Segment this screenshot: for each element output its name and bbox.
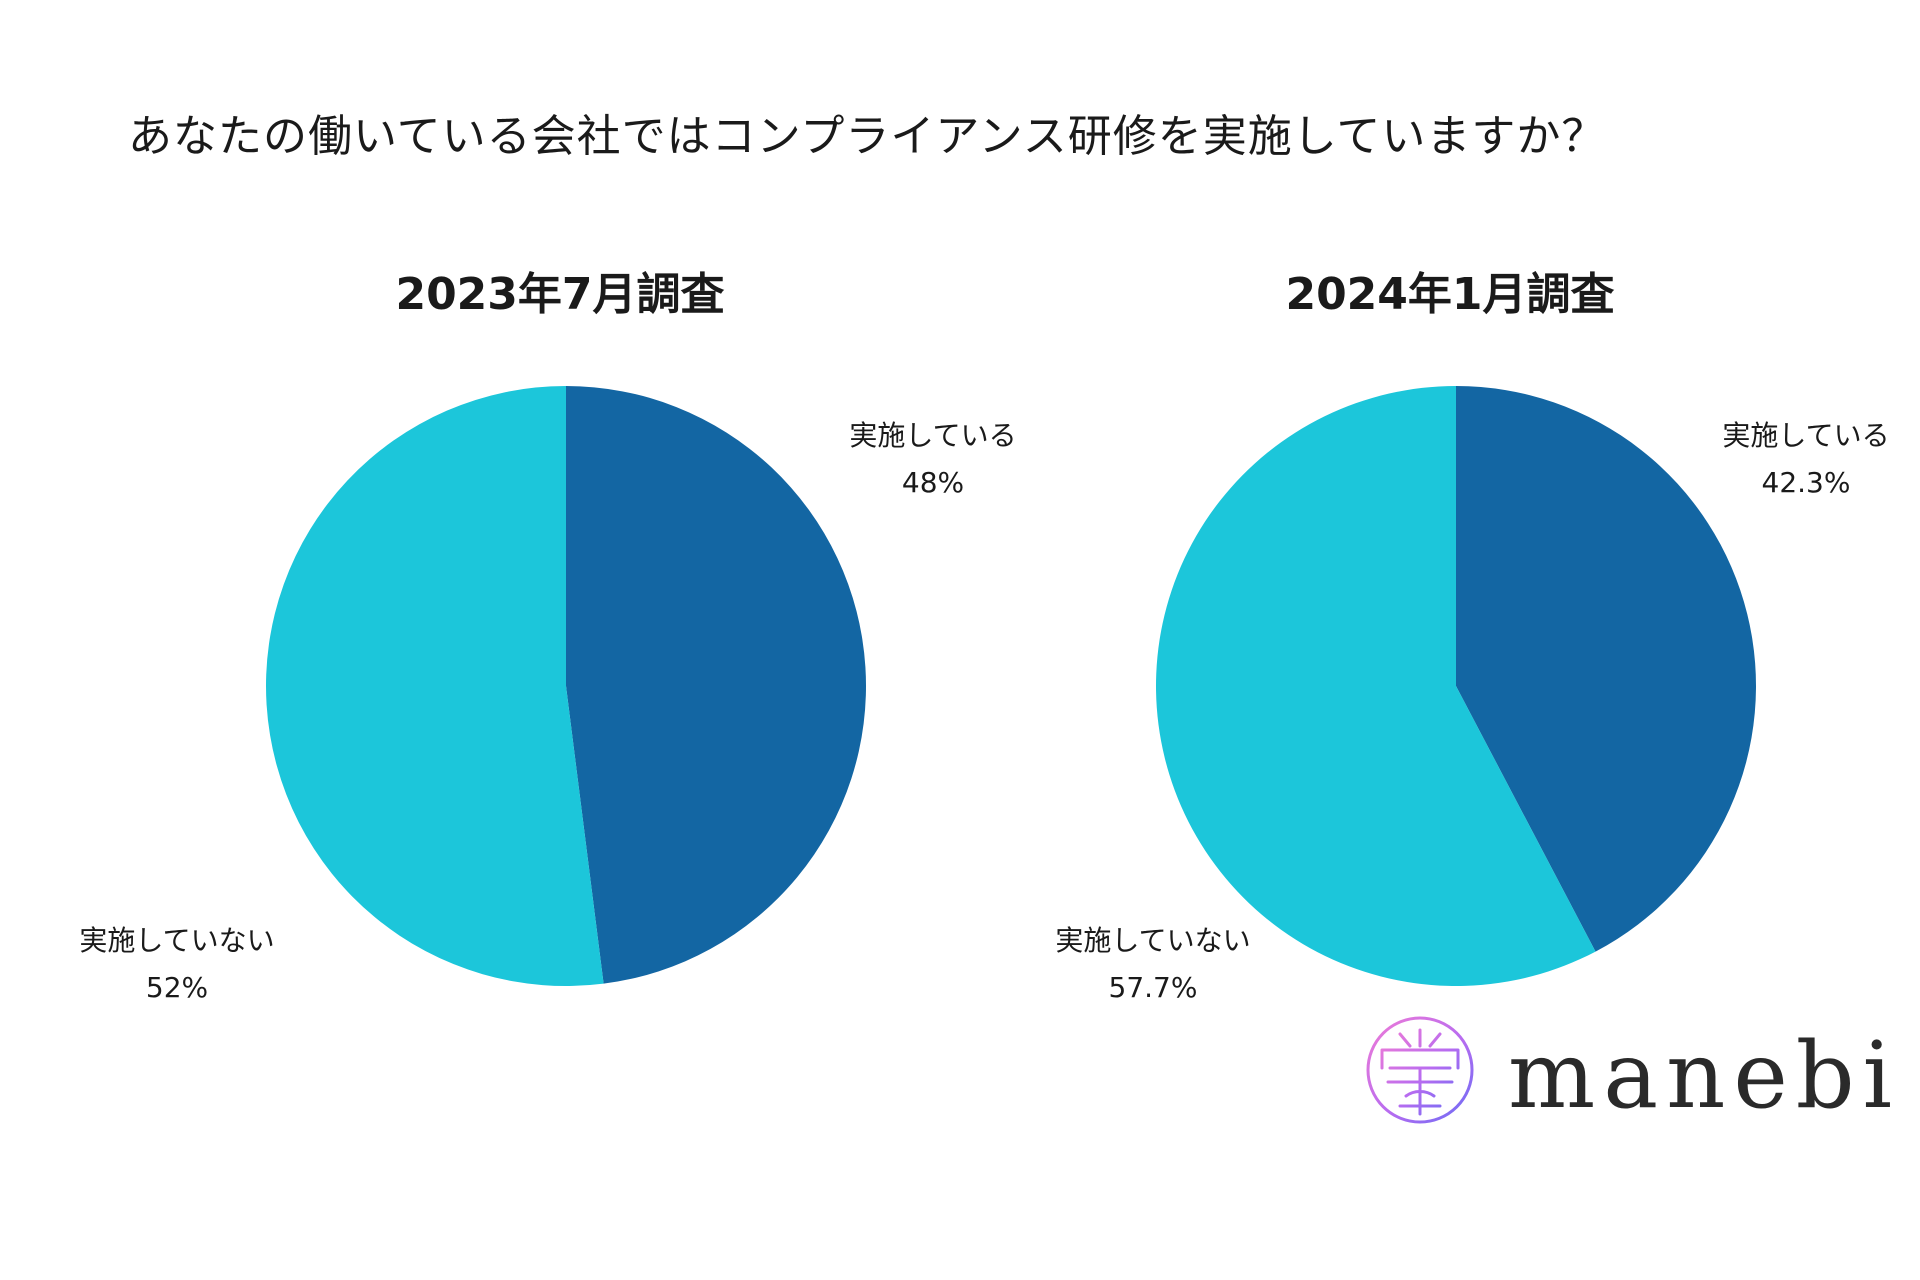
slice-label-1-1: 実施していない	[1055, 924, 1250, 957]
slice-value-1-0: 42.3%	[1762, 466, 1851, 499]
slice-value-0-0: 48%	[902, 466, 964, 499]
slice-value-0-1: 52%	[146, 971, 208, 1004]
slice-label-0-0: 実施している	[849, 419, 1016, 452]
pie-slice-1-0	[1456, 386, 1756, 952]
pie-slice-0-1	[266, 386, 604, 986]
manebi-mark-icon	[1366, 1016, 1474, 1124]
slice-value-1-1: 57.7%	[1109, 971, 1198, 1004]
slice-label-0-1: 実施していない	[79, 924, 274, 957]
manebi-logo: manebi	[1360, 1010, 1892, 1140]
chart-title-2023-07: 2023年7月調査	[395, 269, 725, 320]
pie-slice-1-1	[1156, 386, 1596, 986]
page-title: あなたの働いている会社ではコンプライアンス研修を実施していますか？	[128, 111, 1607, 162]
brand-name: manebi	[1508, 1022, 1901, 1129]
slice-label-1-0: 実施している	[1722, 419, 1889, 452]
chart-title-2024-01: 2024年1月調査	[1285, 269, 1615, 320]
pie-slice-0-0	[566, 386, 867, 984]
